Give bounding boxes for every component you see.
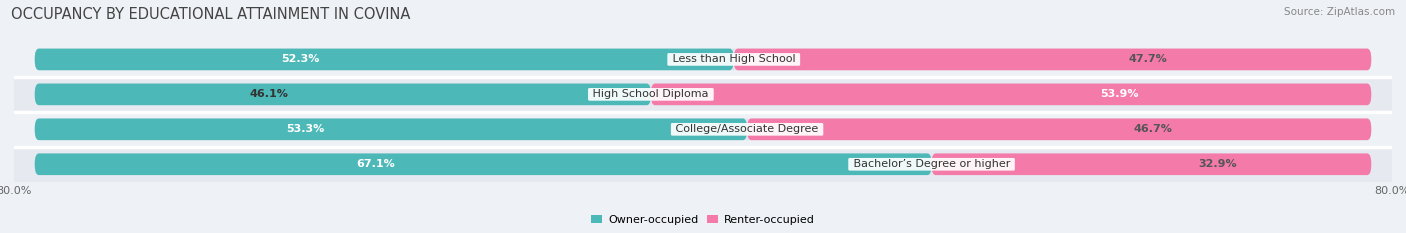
Legend: Owner-occupied, Renter-occupied: Owner-occupied, Renter-occupied xyxy=(586,210,820,229)
Text: 67.1%: 67.1% xyxy=(356,159,395,169)
Text: Source: ZipAtlas.com: Source: ZipAtlas.com xyxy=(1284,7,1395,17)
FancyBboxPatch shape xyxy=(734,49,1371,70)
FancyBboxPatch shape xyxy=(35,154,932,175)
FancyBboxPatch shape xyxy=(35,49,1371,70)
Text: 32.9%: 32.9% xyxy=(1198,159,1237,169)
Text: 52.3%: 52.3% xyxy=(281,55,319,64)
Text: 53.3%: 53.3% xyxy=(287,124,325,134)
FancyBboxPatch shape xyxy=(35,154,1371,175)
Text: 53.9%: 53.9% xyxy=(1099,89,1139,99)
Bar xyxy=(14,112,1392,147)
FancyBboxPatch shape xyxy=(747,118,1371,140)
Bar xyxy=(14,42,1392,77)
FancyBboxPatch shape xyxy=(35,84,1371,105)
Text: Less than High School: Less than High School xyxy=(669,55,799,64)
Text: High School Diploma: High School Diploma xyxy=(589,89,713,99)
FancyBboxPatch shape xyxy=(35,118,1371,140)
Text: 47.7%: 47.7% xyxy=(1129,55,1167,64)
Text: 46.7%: 46.7% xyxy=(1133,124,1173,134)
FancyBboxPatch shape xyxy=(35,49,734,70)
Bar xyxy=(14,147,1392,182)
Text: OCCUPANCY BY EDUCATIONAL ATTAINMENT IN COVINA: OCCUPANCY BY EDUCATIONAL ATTAINMENT IN C… xyxy=(11,7,411,22)
FancyBboxPatch shape xyxy=(35,118,747,140)
Text: College/Associate Degree: College/Associate Degree xyxy=(672,124,823,134)
FancyBboxPatch shape xyxy=(932,154,1371,175)
Bar xyxy=(14,77,1392,112)
Text: Bachelor’s Degree or higher: Bachelor’s Degree or higher xyxy=(849,159,1014,169)
FancyBboxPatch shape xyxy=(651,84,1371,105)
FancyBboxPatch shape xyxy=(35,84,651,105)
Text: 46.1%: 46.1% xyxy=(249,89,288,99)
